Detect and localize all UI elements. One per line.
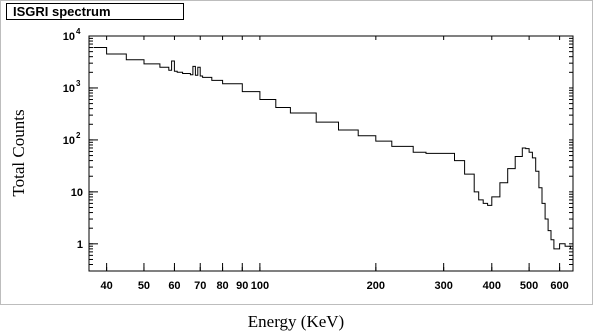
x-tick-label: 50 <box>138 280 150 292</box>
x-tick-label: 600 <box>550 280 568 292</box>
y-tick-label: 10 <box>63 31 75 43</box>
series-line <box>93 47 571 250</box>
y-tick-label: 1 <box>77 239 83 251</box>
x-tick-label: 200 <box>367 280 385 292</box>
y-tick-label: 10 <box>71 187 83 199</box>
plot-canvas <box>0 0 593 305</box>
x-tick-label: 500 <box>520 280 538 292</box>
x-axis-title: Energy (KeV) <box>248 312 344 331</box>
x-tick-label: 400 <box>483 280 501 292</box>
x-tick-label: 40 <box>100 280 112 292</box>
x-tick-label: 300 <box>434 280 452 292</box>
y-axis-title: Total Counts <box>9 109 28 196</box>
x-tick-label: 100 <box>251 280 269 292</box>
x-tick-label: 60 <box>168 280 180 292</box>
y-tick-exponent: 4 <box>76 27 81 36</box>
plot-frame <box>88 35 574 272</box>
x-tick-label: 70 <box>194 280 206 292</box>
y-tick-label: 10 <box>63 83 75 95</box>
x-tick-label: 80 <box>216 280 228 292</box>
y-tick-label: 10 <box>63 135 75 147</box>
y-tick-exponent: 3 <box>76 79 81 88</box>
x-tick-label: 90 <box>236 280 248 292</box>
x-axis-ticks: 40 50 60 70 80 90 100 200 300 400 500 600 <box>100 36 569 292</box>
y-tick-exponent: 2 <box>76 131 81 140</box>
chart-title: ISGRI spectrum <box>6 3 184 20</box>
